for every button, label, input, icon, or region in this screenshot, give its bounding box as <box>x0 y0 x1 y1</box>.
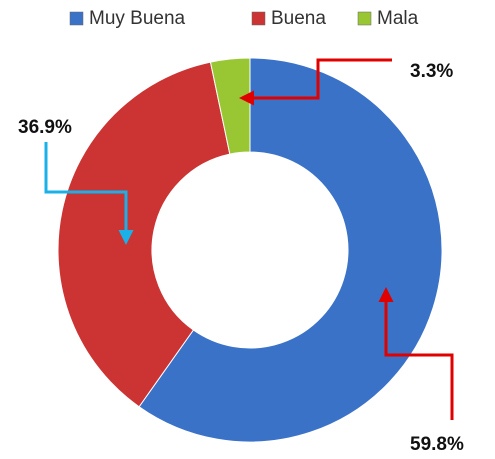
legend-label: Mala <box>377 8 419 29</box>
donut-slice <box>209 57 251 155</box>
legend-label: Buena <box>271 8 326 29</box>
data-label: 59.8% <box>410 434 464 455</box>
donut-slice <box>57 61 231 408</box>
legend-label: Muy Buena <box>89 8 186 29</box>
donut-slice <box>138 57 443 443</box>
arrow <box>378 287 454 420</box>
legend-swatch <box>69 11 84 26</box>
legend-swatch <box>251 11 266 26</box>
data-label: 36.9% <box>18 117 72 138</box>
arrow <box>44 142 134 245</box>
arrow <box>239 58 392 106</box>
data-label: 3.3% <box>410 61 453 82</box>
legend-swatch <box>357 11 372 26</box>
donut <box>57 57 443 443</box>
